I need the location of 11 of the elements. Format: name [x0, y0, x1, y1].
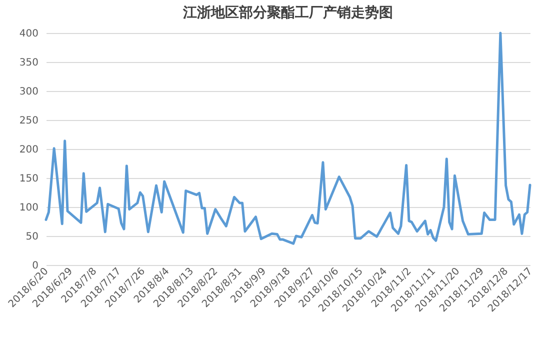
line-series [44, 32, 532, 245]
y-tick-label: 100 [19, 202, 38, 214]
y-tick-label: 350 [19, 58, 38, 68]
y-tick-label: 150 [19, 174, 38, 184]
y-tick-label: 300 [19, 86, 38, 98]
y-tick-label: 0 [32, 260, 38, 272]
y-tick-label: 200 [19, 144, 38, 156]
y-tick-label: 400 [19, 28, 38, 40]
y-tick-label: 50 [26, 232, 38, 242]
y-tick-label: 250 [19, 116, 38, 126]
chart-title: 江浙地区部分聚酯工厂产销走势图 [182, 4, 393, 21]
